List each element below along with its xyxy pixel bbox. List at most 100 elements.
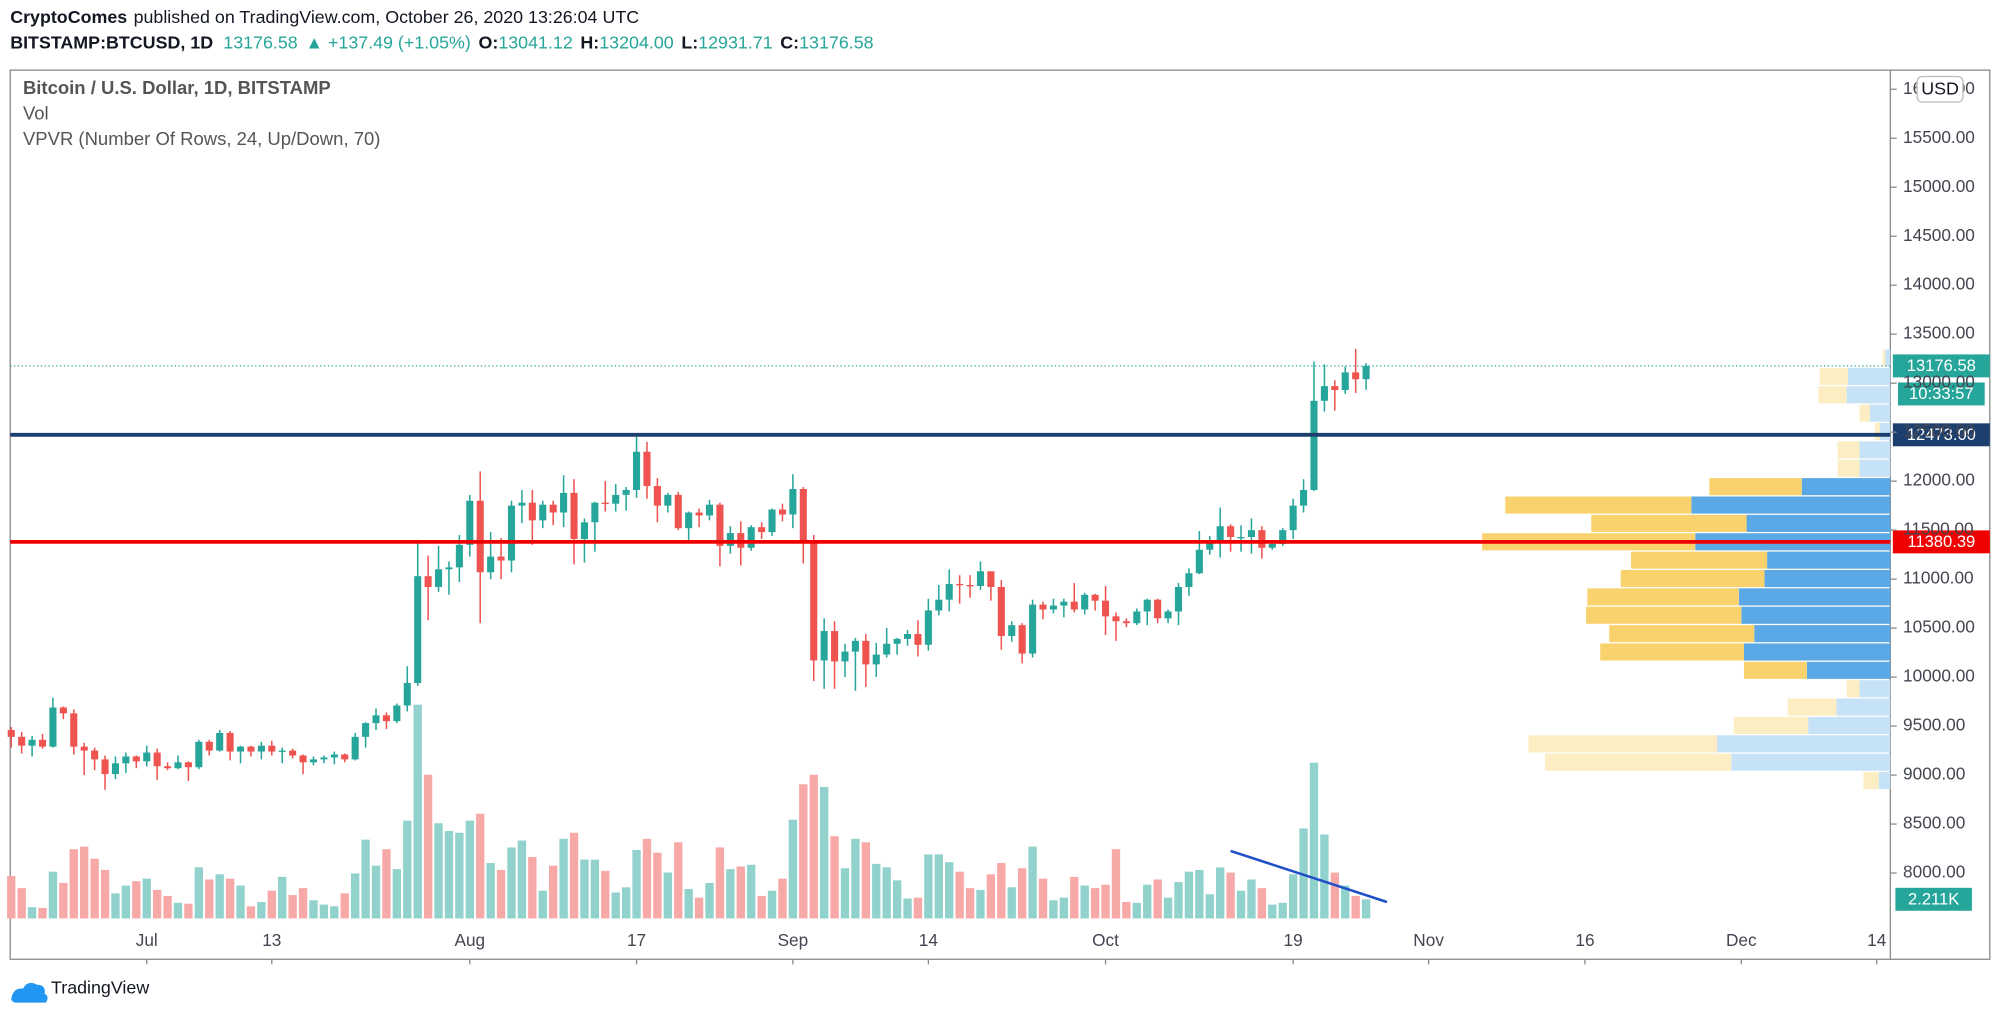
candle-body xyxy=(1258,530,1266,548)
y-tick-label: 11500.00 xyxy=(1903,519,1974,539)
publish-line: CryptoComes published on TradingView.com,… xyxy=(10,7,639,27)
candle-body xyxy=(455,544,463,568)
profile-down xyxy=(1600,643,1744,661)
candle-body xyxy=(1049,605,1057,610)
volume-bar xyxy=(1268,904,1277,919)
profile-down xyxy=(1620,569,1765,588)
candle-body xyxy=(1268,543,1276,548)
candle-body xyxy=(1310,400,1318,490)
candle-body xyxy=(216,732,224,751)
candle-body xyxy=(7,730,15,737)
candle-body xyxy=(831,631,839,662)
profile-up xyxy=(1741,606,1891,624)
volume-bar xyxy=(403,820,412,919)
candle-body xyxy=(1227,526,1235,537)
volume-bar xyxy=(1236,890,1246,919)
candle-body xyxy=(247,746,255,752)
volume-bar xyxy=(27,907,37,919)
last-price-label: 13176.58 xyxy=(1907,356,1976,375)
volume-bar xyxy=(892,880,902,919)
profile-down xyxy=(1591,514,1747,532)
x-tick-label: Jul xyxy=(136,930,158,950)
candle-body xyxy=(299,755,307,763)
candle-body xyxy=(414,576,422,683)
candle-body xyxy=(1143,599,1151,612)
profile-up xyxy=(1743,643,1891,661)
candle-body xyxy=(976,571,985,586)
brand-name: TradingView xyxy=(51,977,149,997)
volume-bar xyxy=(840,868,850,919)
volume-bar xyxy=(173,902,183,919)
x-tick-label: 17 xyxy=(627,930,646,950)
volume-bar xyxy=(809,774,818,919)
y-tick-label: 10000.00 xyxy=(1903,666,1975,686)
volume-bar xyxy=(1038,878,1048,919)
volume-bar xyxy=(726,869,735,919)
ohlc-label: O: xyxy=(479,32,499,52)
profile-down xyxy=(1586,606,1742,624)
candle-body xyxy=(758,527,766,533)
volume-bar xyxy=(778,878,787,919)
currency-badge[interactable]: USD xyxy=(1916,75,1964,103)
profile-up xyxy=(1878,772,1891,790)
level-badge-box xyxy=(1892,423,1990,447)
candle-body xyxy=(330,754,338,758)
volume-bar xyxy=(90,858,99,919)
profile-down xyxy=(1505,496,1692,514)
volume-bar xyxy=(1309,762,1319,919)
candles xyxy=(7,348,1370,790)
candle-body xyxy=(580,522,588,539)
volume-bar xyxy=(1320,834,1329,919)
volume-bar xyxy=(392,869,402,919)
candle-body xyxy=(768,509,776,533)
volume-bar xyxy=(549,865,558,919)
volume-bar xyxy=(132,881,141,919)
volume-bar xyxy=(1090,888,1100,919)
volume-bar xyxy=(1111,849,1121,919)
volume-bar xyxy=(674,842,683,919)
profile-up xyxy=(1880,423,1891,441)
volume-bar xyxy=(955,871,964,919)
last-price: 13176.58 xyxy=(223,32,297,52)
candle-body xyxy=(1164,611,1172,619)
candle-body xyxy=(1362,365,1370,380)
profile-up xyxy=(1691,496,1891,514)
volume-bar xyxy=(1028,846,1037,919)
volume-badge: 2.211K xyxy=(1908,889,1959,908)
volume-bar xyxy=(997,863,1006,919)
candle-body xyxy=(1081,594,1089,610)
profile-up xyxy=(1859,459,1891,477)
candle-body xyxy=(466,500,474,545)
candle-body xyxy=(789,488,797,515)
y-tick-label: 9000.00 xyxy=(1903,764,1965,784)
candle-body xyxy=(38,739,47,747)
candle-body xyxy=(1039,604,1047,610)
brand[interactable]: TradingView xyxy=(11,977,149,1003)
volume-bar xyxy=(423,774,433,919)
volume-bar xyxy=(986,874,996,919)
volume-bar xyxy=(371,865,381,919)
candle-body xyxy=(268,745,276,752)
ohlc-value: 13041.12 xyxy=(498,32,572,52)
volume-bar xyxy=(590,859,600,919)
volume-bar xyxy=(444,831,454,919)
candle-body xyxy=(59,707,67,714)
ohlc-label: L: xyxy=(681,32,698,52)
volume-bar xyxy=(1153,879,1162,919)
volume-bar xyxy=(747,864,756,919)
candle-body xyxy=(705,504,714,516)
volume-bar xyxy=(17,888,26,919)
volume-pane xyxy=(7,704,1371,919)
profile-up xyxy=(1808,716,1891,735)
candle-body xyxy=(18,736,26,746)
volume-bar xyxy=(350,873,360,919)
volume-bar xyxy=(1215,867,1225,919)
candle-body xyxy=(236,746,245,752)
y-tick-label: 14500.00 xyxy=(1903,225,1975,245)
volume-bar xyxy=(705,882,714,919)
volume-profile xyxy=(1482,349,1891,790)
profile-down xyxy=(1545,753,1732,771)
y-tick-label: 8000.00 xyxy=(1903,862,1965,882)
volume-bar xyxy=(517,840,527,919)
candle-body xyxy=(726,533,734,546)
